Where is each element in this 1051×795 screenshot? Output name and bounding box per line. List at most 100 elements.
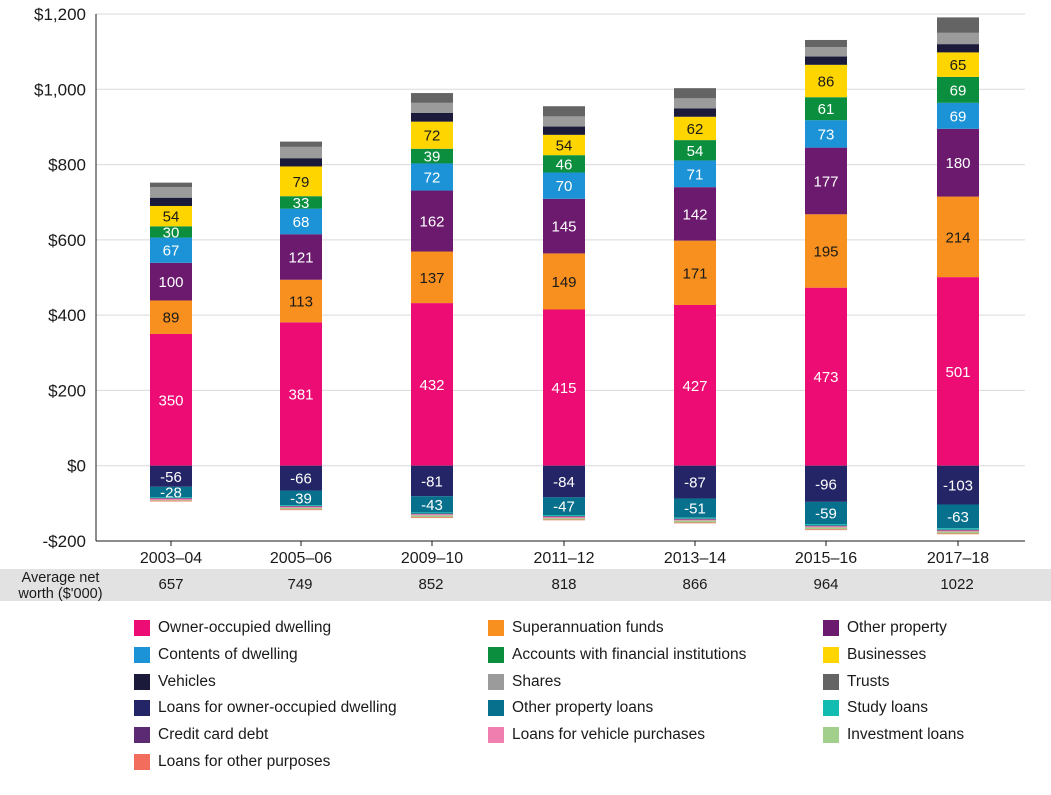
bar-segment: [674, 160, 716, 188]
bar-segment: [805, 501, 847, 525]
bar-segment: [937, 17, 979, 33]
data-label: -28: [160, 485, 182, 502]
legend-swatch: [134, 620, 150, 636]
bar-segment: [805, 120, 847, 148]
bar-segment: [543, 515, 585, 517]
x-tick-label: 2017–18: [927, 550, 989, 567]
data-label: -96: [815, 476, 837, 493]
data-label: 177: [813, 173, 838, 190]
data-label: 33: [293, 195, 310, 212]
data-label: 54: [556, 137, 573, 154]
bar-segment: [543, 126, 585, 135]
bar-segment: [937, 533, 979, 535]
data-label: 73: [818, 126, 835, 143]
bar-segment: [280, 146, 322, 159]
data-label: 54: [163, 209, 180, 226]
legend-label: Superannuation funds: [512, 619, 664, 636]
legend-swatch: [823, 674, 839, 690]
bar-segment: [280, 158, 322, 167]
bar-segment: [280, 490, 322, 506]
data-label: 142: [682, 206, 707, 223]
legend-label: Loans for other purposes: [158, 753, 331, 770]
data-label: -51: [684, 501, 706, 518]
legend-label: Investment loans: [847, 726, 965, 743]
data-label: 195: [813, 243, 838, 260]
legend-swatch: [134, 647, 150, 663]
bar-segment: [280, 509, 322, 511]
legend-item: Businesses: [823, 645, 926, 665]
data-label: 46: [556, 156, 573, 173]
bar-segment: [805, 465, 847, 502]
bar-segment: [937, 531, 979, 534]
data-label: 71: [687, 166, 704, 183]
data-label: 415: [551, 380, 576, 397]
legend-swatch: [488, 674, 504, 690]
legend-item: Loans for other purposes: [134, 752, 330, 772]
y-tick-label: $0: [67, 457, 86, 476]
data-label: 171: [682, 265, 707, 282]
bar-segment: [805, 64, 847, 98]
bar-segment: [411, 163, 453, 191]
bar-segment: [150, 226, 192, 238]
legend-item: Other property: [823, 618, 947, 638]
bar-segment: [805, 524, 847, 526]
legend-swatch: [488, 700, 504, 716]
data-label: 427: [682, 378, 707, 395]
data-label: -47: [553, 499, 575, 516]
bar-segment: [150, 497, 192, 499]
data-label: 72: [424, 169, 441, 186]
legend-label: Study loans: [847, 699, 928, 716]
data-label: 89: [163, 310, 180, 327]
net-worth-value: 818: [551, 576, 577, 593]
net-worth-title: Average net worth ($'000): [18, 570, 103, 602]
bar-segment: [543, 519, 585, 521]
bar-segment: [805, 214, 847, 288]
legend-item: Credit card debt: [134, 725, 268, 745]
bar-segment: [411, 517, 453, 519]
data-label: 350: [158, 392, 183, 409]
data-label: 65: [950, 57, 967, 74]
legend-swatch: [488, 727, 504, 743]
bar-segment: [805, 97, 847, 121]
data-label: 61: [818, 101, 835, 118]
legend-label: Other property loans: [512, 699, 654, 716]
bar-segment: [411, 190, 453, 252]
legend-item: Loans for vehicle purchases: [488, 725, 705, 745]
legend-swatch: [488, 620, 504, 636]
bar-segment: [411, 148, 453, 164]
data-label: 381: [288, 387, 313, 404]
bar-segment: [674, 98, 716, 109]
legend-label: Credit card debt: [158, 726, 269, 743]
bar-segment: [674, 187, 716, 241]
bar-segment: [937, 528, 979, 530]
bar-segment: [543, 516, 585, 519]
y-tick-label: $400: [48, 306, 86, 325]
net-worth-value: 852: [418, 576, 444, 593]
data-label: 432: [419, 377, 444, 394]
bar-segment: [280, 506, 322, 508]
bar-segment: [674, 116, 716, 141]
bar-segment: [937, 128, 979, 197]
y-tick-label: -$200: [43, 532, 86, 551]
data-label: 145: [551, 219, 576, 236]
bar-segment: [937, 504, 979, 529]
data-label: -66: [290, 471, 312, 488]
bar-segment: [150, 237, 192, 263]
bar-segment: [280, 505, 322, 506]
data-label: 121: [288, 249, 313, 266]
net-worth-value: 964: [813, 576, 839, 593]
bar-segment: [411, 465, 453, 497]
bar-segment: [543, 516, 585, 517]
bar-segment: [280, 208, 322, 235]
bar-segment: [937, 196, 979, 278]
bar-segment: [150, 486, 192, 498]
bar-segment: [411, 515, 453, 518]
bar-segment: [674, 517, 716, 519]
legend-label: Accounts with financial institutions: [512, 646, 747, 663]
legend-swatch: [134, 727, 150, 743]
bar-segment: [543, 134, 585, 156]
legend-label: Loans for owner-occupied dwelling: [158, 699, 397, 716]
bar-segment: [280, 279, 322, 323]
bar-segment: [280, 141, 322, 147]
y-tick-label: $600: [48, 231, 86, 250]
